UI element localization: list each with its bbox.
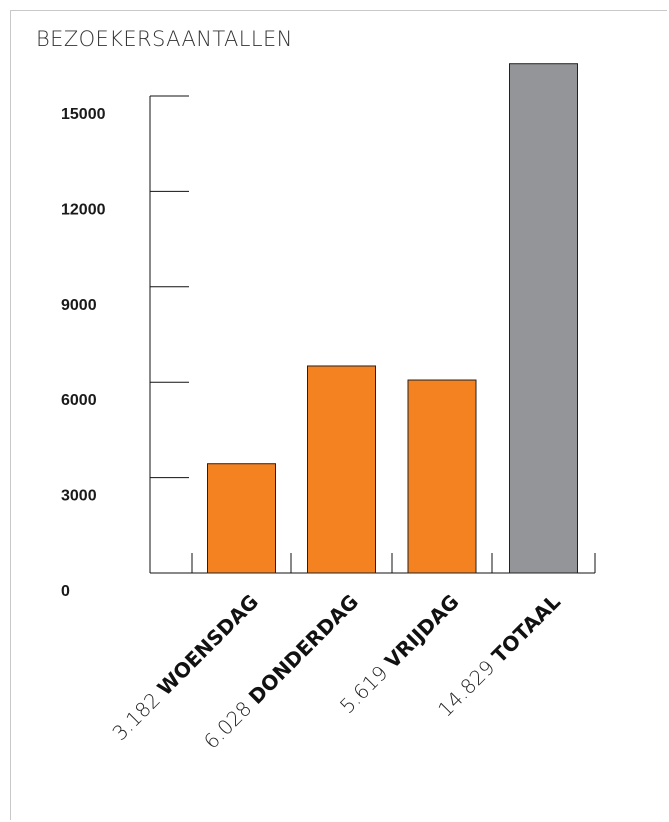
y-tick-label: 9000 — [61, 297, 97, 314]
y-tick-label: 15000 — [61, 106, 106, 123]
bar-vrijdag — [407, 379, 477, 574]
y-tick-label: 0 — [61, 583, 70, 600]
value-label: 14.829 — [433, 651, 504, 722]
y-tick-label: 12000 — [61, 201, 106, 218]
bar-woensdag — [207, 463, 276, 574]
y-tick-label: 3000 — [61, 488, 97, 505]
bars-layer — [207, 63, 578, 574]
bar-totaal — [509, 63, 578, 574]
chart-title: BEZOEKERSAANTALLEN — [36, 27, 293, 51]
value-label: 6.028 — [199, 692, 261, 754]
bar-donderdag — [307, 365, 376, 574]
category-name: TOTAAL — [487, 589, 565, 667]
value-label: 5.619 — [335, 656, 397, 718]
value-label: 3.182 — [107, 683, 169, 745]
y-tick-label: 6000 — [61, 392, 97, 409]
category-name: WOENSDAG — [152, 590, 263, 701]
category-name: VRIJDAG — [380, 590, 464, 674]
